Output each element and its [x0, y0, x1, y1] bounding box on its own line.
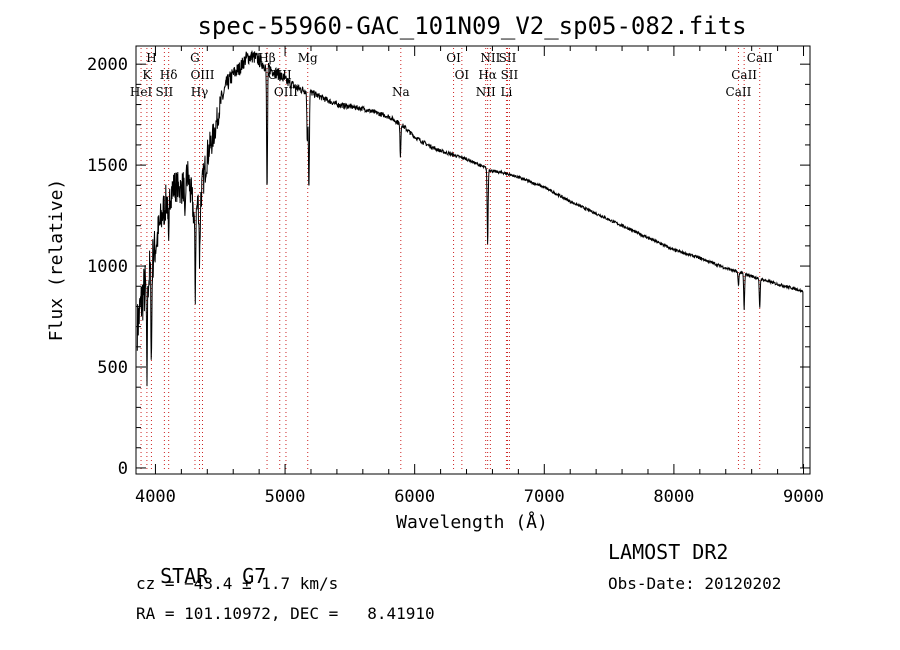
subclass-label: G7	[242, 564, 267, 588]
axis-ticks: 4000 5000 6000 7000 8000 9000 0 500 1000 1500 2000	[87, 46, 824, 507]
line-marker-label: CaII	[731, 68, 757, 82]
line-marker-label: Hα	[478, 68, 497, 82]
x-axis-label: Wavelength (Å)	[396, 511, 548, 533]
line-marker-label: Mg	[298, 51, 318, 65]
obs-date-label: Obs-Date: 20120202	[608, 574, 782, 593]
line-marker-label: Na	[392, 85, 410, 99]
line-marker-label: CaII	[726, 85, 752, 99]
x-tick-label: 8000	[653, 487, 694, 507]
line-marker-label: SII	[499, 51, 517, 65]
y-axis-label: Flux (relative)	[46, 179, 67, 342]
survey-label: LAMOST DR2	[608, 540, 729, 564]
object-class: STAR G7	[136, 540, 266, 588]
line-marker-label: OI	[455, 68, 470, 82]
x-tick-label: 5000	[265, 487, 306, 507]
line-marker-label: NII	[476, 85, 496, 99]
line-marker-label: OIII	[190, 68, 214, 82]
line-marker-label: H	[146, 51, 156, 65]
line-marker-label: HeI	[130, 85, 153, 99]
line-marker-label: SII	[156, 85, 174, 99]
class-label: STAR	[160, 564, 209, 588]
line-marker-label: CaII	[747, 51, 773, 65]
coords-label: RA = 101.10972, DEC = 8.41910	[136, 604, 435, 623]
x-tick-label: 9000	[783, 487, 824, 507]
line-marker-label: Hδ	[160, 68, 178, 82]
line-marker-label: G	[190, 51, 200, 65]
line-marker-label: OIII	[274, 85, 298, 99]
redshift-label: cz = −43.4 ± 1.7 km/s	[136, 574, 339, 593]
y-tick-label: 1000	[87, 257, 128, 277]
x-tick-label: 7000	[524, 487, 565, 507]
y-tick-label: 2000	[87, 55, 128, 75]
y-tick-label: 1500	[87, 156, 128, 176]
line-marker-label: Li	[501, 85, 513, 99]
y-tick-label: 0	[118, 459, 128, 479]
chart-title: spec-55960-GAC_101N09_V2_sp05-082.fits	[197, 12, 746, 40]
line-marker-label: SII	[501, 68, 519, 82]
x-tick-label: 6000	[394, 487, 435, 507]
line-marker-label: OI	[446, 51, 461, 65]
y-tick-label: 500	[97, 358, 128, 378]
axes-frame	[135, 45, 811, 475]
x-tick-label: 4000	[135, 487, 176, 507]
line-marker-label: Hγ	[191, 85, 209, 99]
line-marker-label: Hβ	[258, 51, 275, 65]
line-marker-label: NII	[480, 51, 500, 65]
spectrum-line	[136, 50, 804, 468]
line-marker-label: K	[142, 68, 152, 82]
